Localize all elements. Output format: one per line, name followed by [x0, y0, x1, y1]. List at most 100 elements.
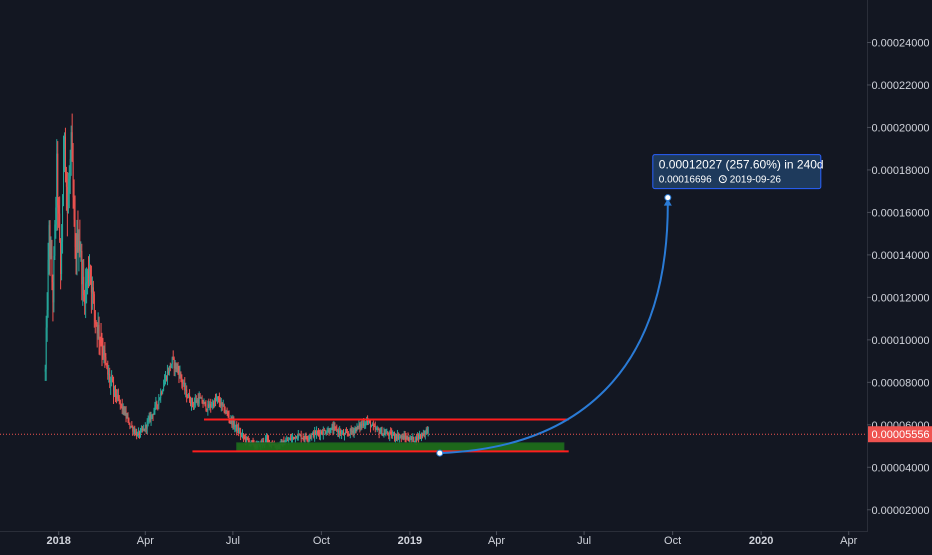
current-price-badge	[868, 426, 932, 443]
candle-body	[345, 432, 347, 434]
current-price-label: 0.00005556	[871, 429, 929, 441]
candle-body	[294, 436, 296, 439]
candle-body	[169, 365, 171, 368]
candle-body	[405, 437, 407, 440]
candle-body	[65, 173, 67, 187]
candle-body	[70, 132, 72, 159]
callout-box	[652, 154, 822, 190]
candle-body	[205, 402, 207, 410]
time-axis[interactable]: 2018 Apr Jul Oct 2019 Apr Jul Oct 2020 Apr	[46, 531, 858, 547]
candle-body	[383, 432, 385, 434]
candle-body	[105, 357, 107, 364]
candle-body	[197, 399, 199, 404]
candle-body	[63, 149, 65, 206]
time-tick-label: Apr	[137, 535, 154, 547]
candle-body	[332, 427, 334, 432]
candle-body	[375, 428, 377, 430]
candle-body	[311, 434, 313, 438]
candle-body	[172, 357, 174, 359]
candle-body	[394, 437, 396, 439]
candle-body	[66, 186, 68, 214]
candle-body	[88, 271, 90, 279]
candle-body	[354, 428, 356, 430]
candle-body	[57, 153, 59, 206]
candle-body	[49, 225, 51, 257]
price-axis[interactable]: 0.000020000.000040000.000060000.00008000…	[867, 37, 930, 517]
candle-body	[301, 438, 303, 440]
candle-body	[242, 433, 244, 437]
candle-body	[214, 399, 216, 407]
candle-body	[235, 424, 237, 427]
candle-body	[366, 420, 368, 424]
candle-body	[372, 424, 374, 426]
candle-body	[403, 435, 405, 440]
candle-body	[326, 431, 328, 434]
candle-body	[361, 424, 363, 426]
candle-body	[418, 435, 420, 438]
candle-body	[54, 224, 56, 256]
candle-body	[313, 432, 315, 437]
candle-body	[310, 436, 312, 438]
candle-body	[107, 367, 109, 375]
candle-body	[216, 396, 218, 400]
candle-body	[165, 376, 167, 380]
candle-body	[376, 428, 378, 430]
time-tick-label: 2019	[398, 535, 422, 547]
projection-start-point	[436, 449, 444, 457]
candle-body	[111, 378, 113, 381]
candle-body	[133, 430, 135, 432]
candle-body	[262, 440, 264, 444]
candle-body	[139, 430, 141, 436]
current-price-marker: 0.00005556	[0, 426, 932, 443]
candle-body	[159, 398, 161, 400]
candle-body	[215, 399, 217, 401]
candle-body	[304, 435, 306, 439]
candle-body	[154, 404, 156, 411]
candle-body	[147, 419, 149, 422]
candle-body	[414, 441, 416, 443]
candle-body	[367, 420, 369, 422]
candle-body	[186, 389, 188, 398]
candle-body	[218, 398, 220, 403]
time-tick-label: Oct	[664, 535, 681, 547]
candle-body	[351, 430, 353, 432]
candle-body	[117, 394, 119, 400]
candle-body	[199, 397, 201, 399]
candle-body	[306, 438, 308, 440]
candle-body	[180, 372, 182, 378]
candle-body	[211, 405, 213, 407]
candle-body	[407, 437, 409, 440]
candle-body	[196, 399, 198, 403]
candle-body	[141, 428, 143, 430]
candle-body	[114, 386, 116, 396]
candle-body	[150, 414, 152, 421]
candle-body	[400, 436, 402, 438]
candle-body	[62, 205, 64, 242]
candle-body	[241, 433, 243, 435]
drawings-layer	[192, 194, 672, 457]
candle-body	[163, 385, 165, 391]
candle-body	[86, 281, 88, 284]
candle-body	[268, 439, 270, 445]
candle-body	[359, 424, 361, 428]
candle-body	[352, 430, 354, 433]
candle-body	[226, 411, 228, 414]
candle-body	[178, 370, 180, 376]
candle-body	[140, 428, 142, 431]
candle-body	[380, 429, 382, 433]
candle-body	[312, 432, 314, 435]
candle-body	[160, 392, 162, 399]
candle-body	[101, 342, 103, 350]
candle-body	[171, 357, 173, 365]
time-tick-label: Apr	[840, 535, 857, 547]
candle-body	[155, 402, 157, 405]
candle-body	[360, 424, 362, 428]
candle-body	[336, 427, 338, 432]
candle-body	[142, 428, 144, 430]
candle-body	[298, 434, 300, 436]
candle-body	[265, 439, 267, 443]
candle-body	[122, 406, 124, 410]
candle-body	[305, 435, 307, 439]
